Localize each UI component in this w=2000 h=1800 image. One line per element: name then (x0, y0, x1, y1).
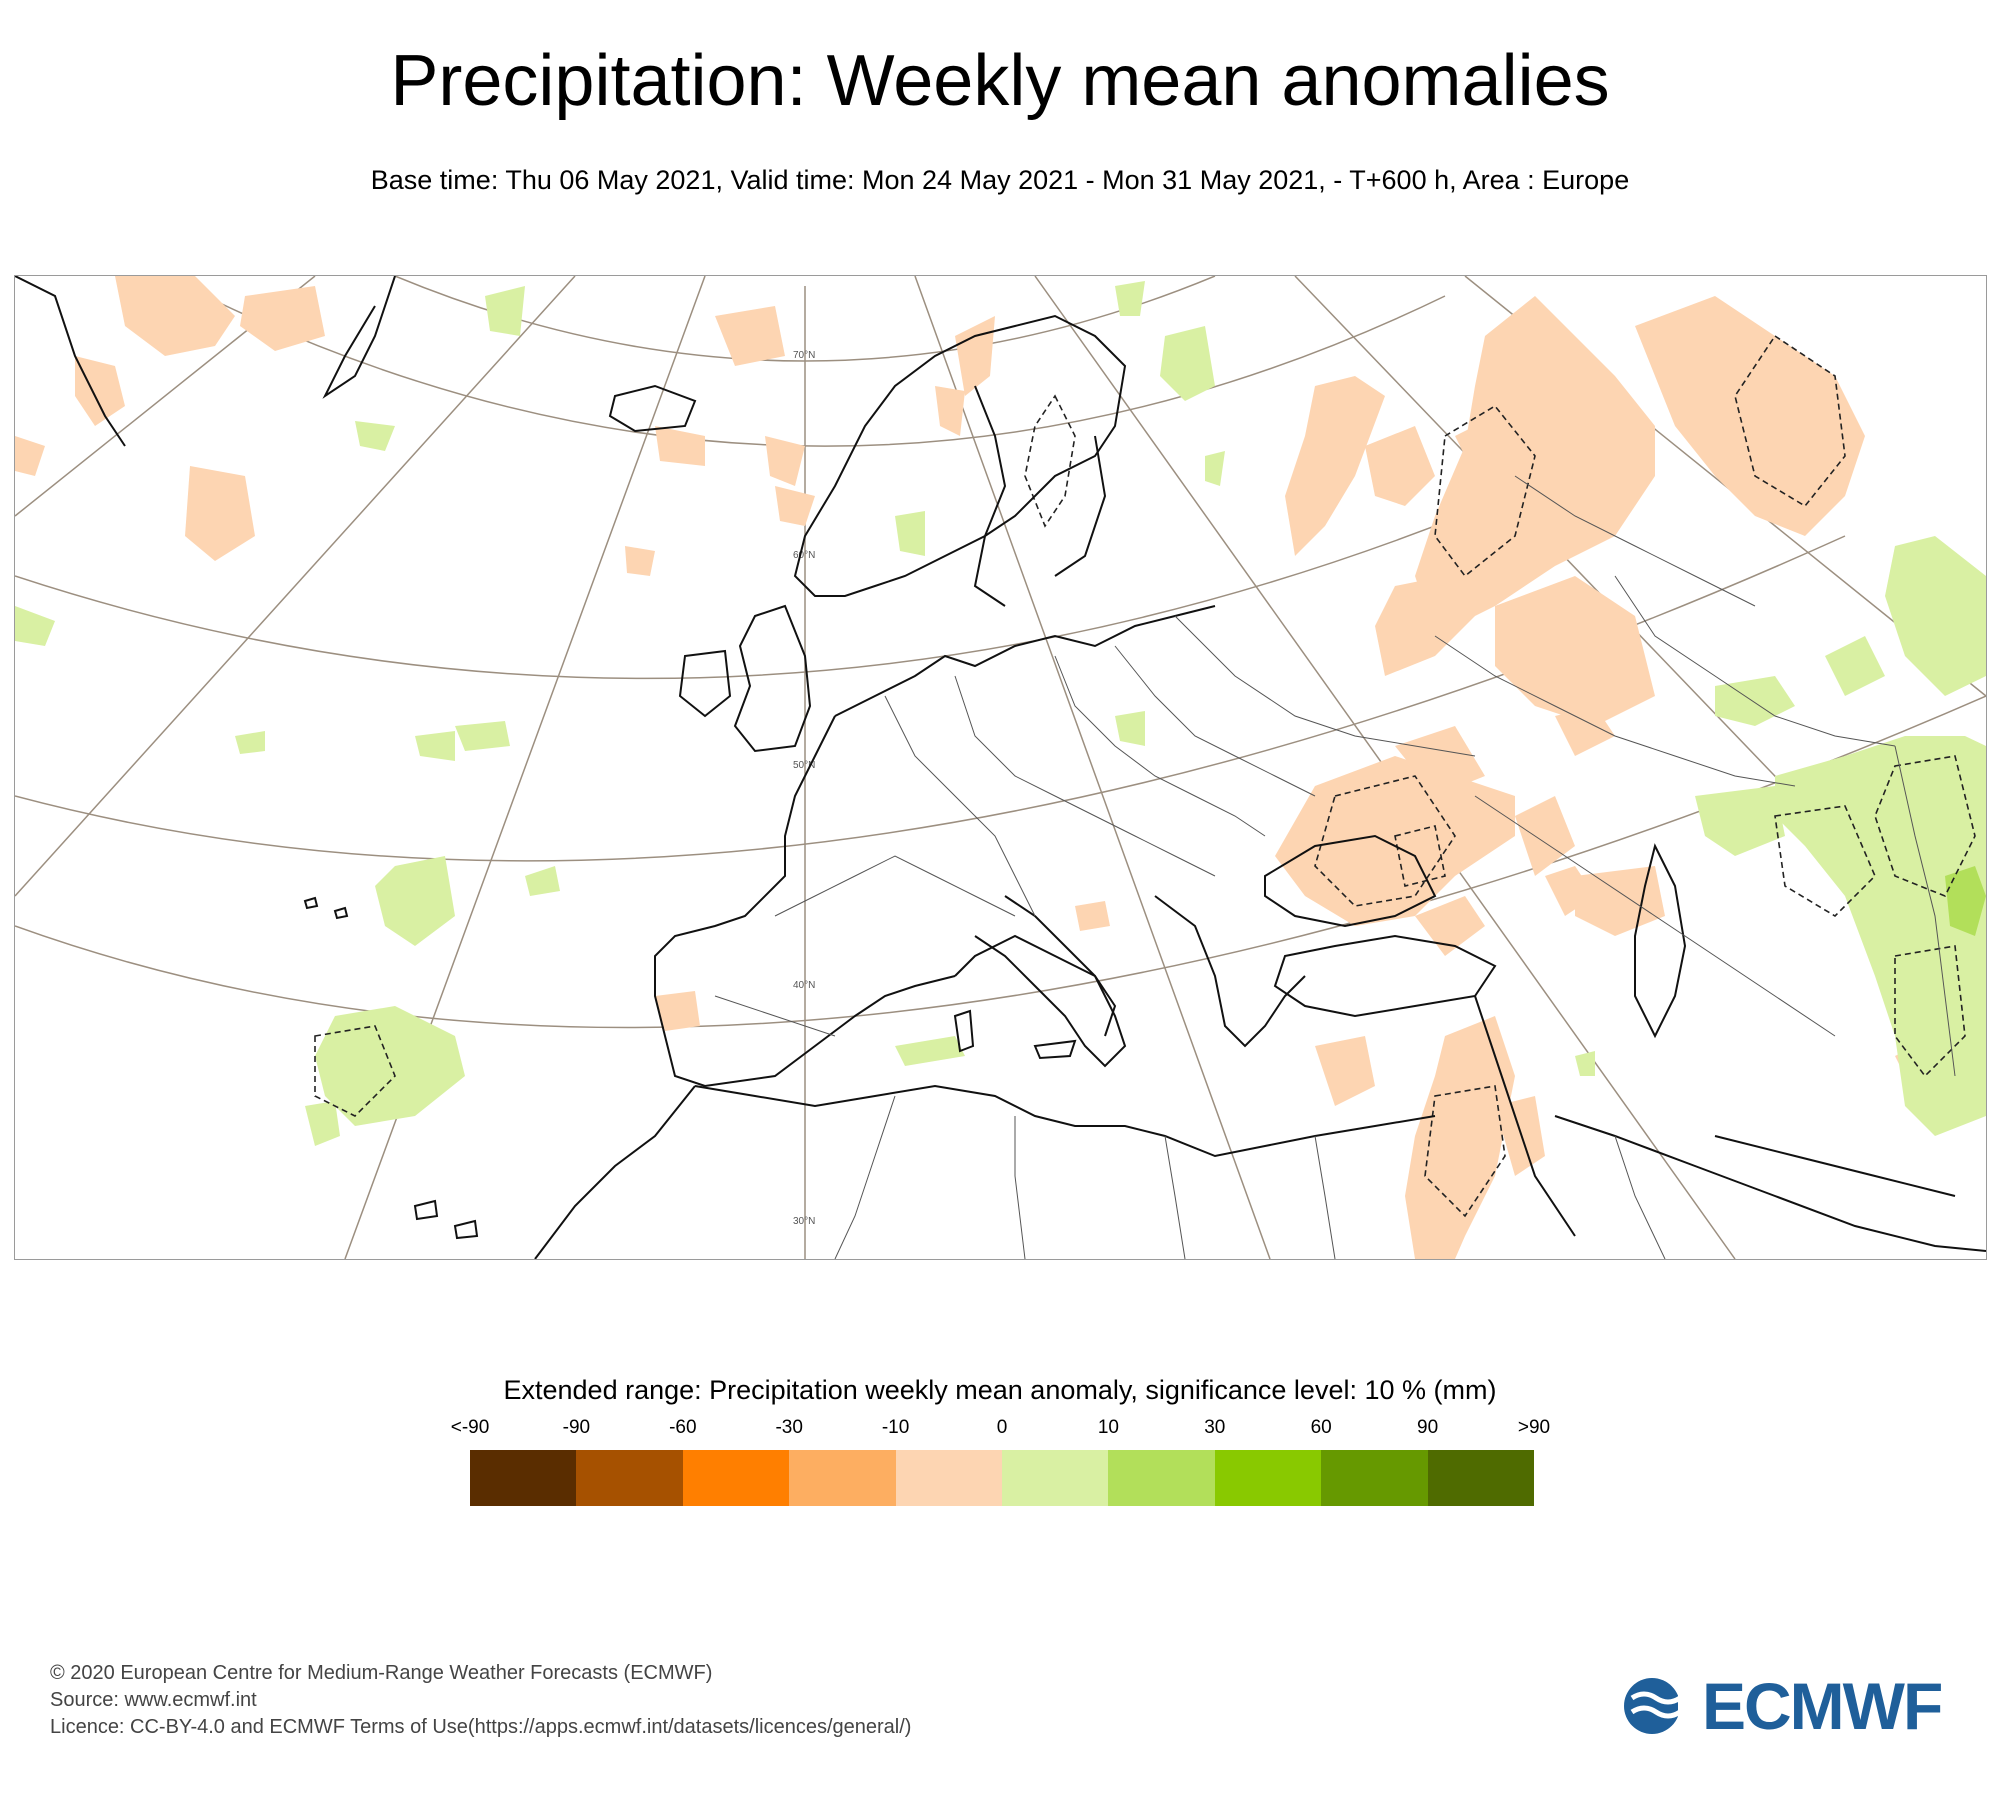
legend-labels: <-90 -90 -60 -30 -10 0 10 30 60 90 >90 (451, 1417, 1550, 1441)
licence-line: Licence: CC-BY-4.0 and ECMWF Terms of Us… (50, 1716, 912, 1738)
legend-swatch (895, 1450, 1003, 1506)
page-title: Precipitation: Weekly mean anomalies (390, 41, 1610, 121)
wet-anomaly-areas (15, 281, 1986, 1146)
legend-label: -60 (669, 1417, 697, 1438)
legend-color-bar (470, 1450, 1535, 1506)
ecmwf-logo-text: ECMWF (1702, 1669, 1943, 1743)
legend-label: 0 (996, 1417, 1008, 1438)
footer: © 2020 European Centre for Medium-Range … (50, 1660, 911, 1741)
legend-label: -10 (881, 1417, 910, 1438)
ecmwf-logo-icon (1624, 1678, 1700, 1734)
legend-label: 60 (1310, 1417, 1332, 1438)
europe-map: 70°N 60°N 50°N 40°N 30°N (14, 275, 1987, 1260)
lat-label-50: 50°N (793, 760, 815, 771)
lat-label-70: 70°N (793, 350, 815, 361)
significance-contours (314, 334, 1976, 1218)
ecmwf-logo: ECMWF (1620, 1669, 1955, 1743)
legend-swatch (789, 1450, 896, 1506)
lat-label-60: 60°N (793, 550, 815, 561)
legend-swatch (470, 1450, 577, 1506)
legend-label: 30 (1204, 1417, 1226, 1438)
lat-label-30: 30°N (793, 1216, 815, 1227)
page-subtitle: Base time: Thu 06 May 2021, Valid time: … (370, 165, 1630, 195)
dry-anomaly-areas (15, 276, 1955, 1259)
legend-title: Extended range: Precipitation weekly mea… (503, 1375, 1497, 1405)
legend-swatch (682, 1450, 790, 1506)
legend-label: -90 (562, 1417, 591, 1438)
country-borders (714, 475, 1956, 1259)
legend-label: 90 (1417, 1417, 1439, 1438)
copyright-line: © 2020 European Centre for Medium-Range … (50, 1662, 713, 1684)
legend-swatch (1427, 1450, 1535, 1506)
legend-label: <-90 (450, 1417, 490, 1438)
legend-swatch (1214, 1450, 1322, 1506)
legend-swatch (1321, 1450, 1428, 1506)
legend-swatch (1108, 1450, 1215, 1506)
legend-label: >90 (1517, 1417, 1551, 1438)
map-canvas: 70°N 60°N 50°N 40°N 30°N (15, 276, 1986, 1259)
wet-anomaly-strong (1945, 866, 1986, 936)
source-line: Source: www.ecmwf.int (50, 1689, 257, 1711)
legend-label: -30 (775, 1417, 803, 1438)
legend-label: 10 (1097, 1417, 1119, 1438)
legend-swatch (1002, 1450, 1109, 1506)
lat-label-40: 40°N (793, 980, 815, 991)
legend-swatch (576, 1450, 683, 1506)
